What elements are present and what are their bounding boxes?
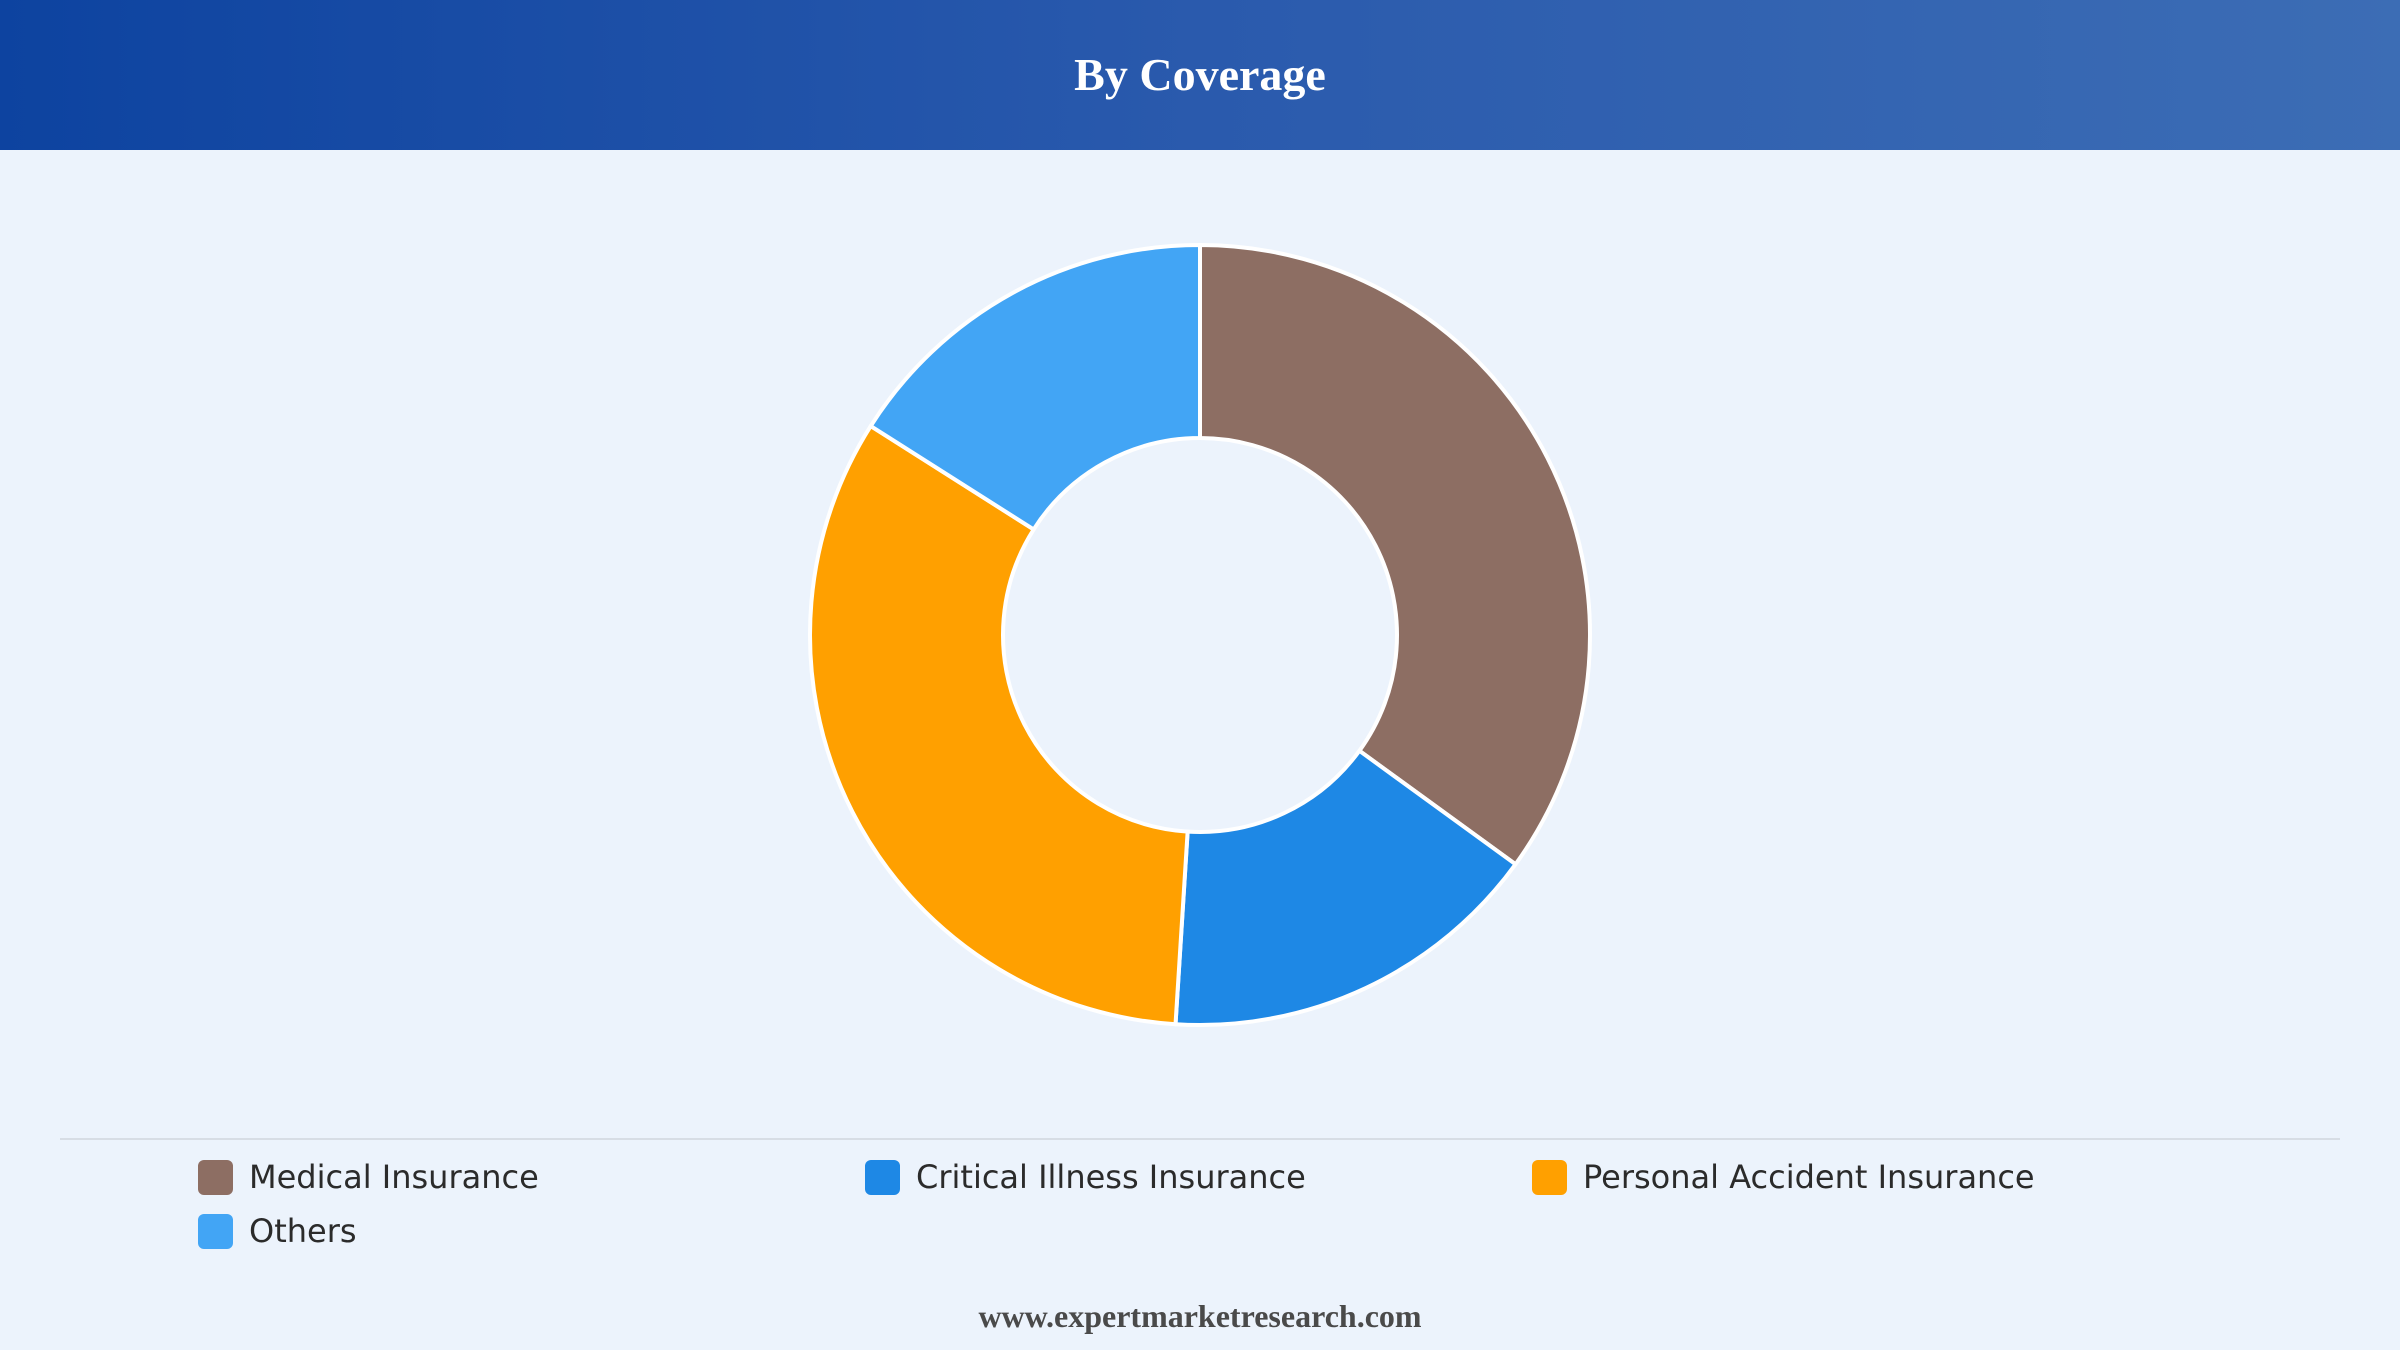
donut-slice-others[interactable]: [868, 243, 1202, 532]
donut-slice-medical-insurance[interactable]: [1198, 243, 1592, 867]
header-banner: By Coverage: [0, 0, 2400, 150]
legend-item-critical-illness-insurance[interactable]: Critical Illness Insurance: [865, 1152, 1306, 1202]
chart-title: By Coverage: [1074, 48, 1326, 100]
donut-slice-critical-illness-insurance[interactable]: [1173, 748, 1518, 1027]
legend-item-personal-accident-insurance[interactable]: Personal Accident Insurance: [1532, 1152, 2035, 1202]
legend: Medical Insurance Critical Illness Insur…: [198, 1152, 2298, 1262]
legend-label: Critical Illness Insurance: [916, 1158, 1306, 1196]
chart-area: [0, 150, 2400, 1135]
legend-item-medical-insurance[interactable]: Medical Insurance: [198, 1152, 539, 1202]
legend-label: Personal Accident Insurance: [1583, 1158, 2035, 1196]
donut-slices: [808, 243, 1592, 1027]
source-url: www.expertmarketresearch.com: [978, 1298, 1422, 1334]
legend-divider: [60, 1138, 2340, 1140]
donut-slice-personal-accident-insurance[interactable]: [808, 424, 1190, 1027]
legend-label: Medical Insurance: [249, 1158, 539, 1196]
legend-swatch: [198, 1213, 233, 1249]
donut-chart: [808, 243, 1592, 1027]
legend-swatch: [1532, 1159, 1567, 1195]
legend-swatch: [198, 1159, 233, 1195]
legend-item-others[interactable]: Others: [198, 1206, 357, 1256]
legend-swatch: [865, 1159, 900, 1195]
legend-label: Others: [249, 1212, 357, 1250]
